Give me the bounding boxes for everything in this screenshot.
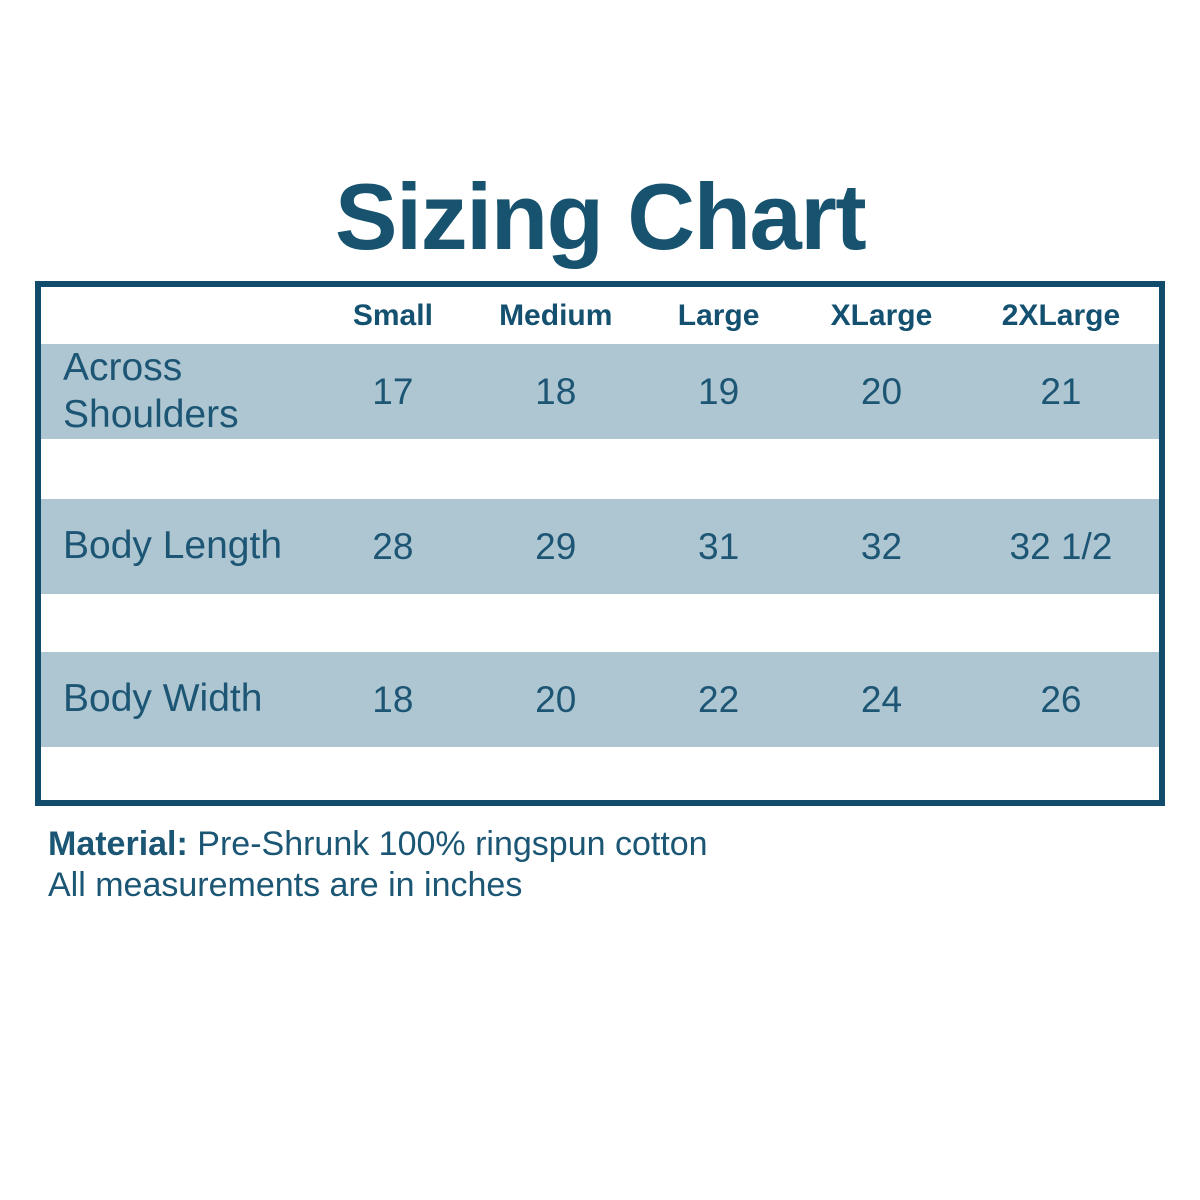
row-body-length: Body Length 28 29 31 32 32 1/2 — [38, 499, 1162, 594]
size-value: 28 — [311, 499, 475, 594]
size-value: 20 — [474, 652, 638, 747]
size-value: 26 — [962, 652, 1162, 747]
material-label: Material: — [48, 825, 188, 863]
material-line: Material: Pre-Shrunk 100% ringspun cotto… — [48, 824, 1200, 865]
spacer-row — [38, 594, 1162, 652]
spacer-row — [38, 747, 1162, 803]
measurement-label: Body Width — [38, 652, 312, 747]
measurement-label: Across Shoulders — [38, 344, 312, 439]
size-value: 18 — [311, 652, 475, 747]
size-value: 22 — [637, 652, 801, 747]
size-value: 17 — [311, 344, 475, 439]
row-body-width: Body Width 18 20 22 24 26 — [38, 652, 1162, 747]
measurements-note: All measurements are in inches — [48, 866, 523, 905]
column-header-2xlarge: 2XLarge — [962, 284, 1162, 344]
column-header-xlarge: XLarge — [800, 284, 963, 344]
size-value: 24 — [800, 652, 963, 747]
sizing-table: Small Medium Large XLarge 2XLarge Across… — [35, 281, 1165, 806]
column-header-large: Large — [637, 284, 801, 344]
size-value: 31 — [637, 499, 801, 594]
column-header-medium: Medium — [474, 284, 638, 344]
page-title: Sizing Chart — [334, 164, 867, 269]
measurement-label: Body Length — [38, 499, 312, 594]
size-value: 20 — [800, 344, 963, 439]
size-value: 18 — [474, 344, 638, 439]
size-value: 29 — [474, 499, 638, 594]
spacer-row — [38, 439, 1162, 499]
column-header-small: Small — [311, 284, 475, 344]
table-header-row: Small Medium Large XLarge 2XLarge — [38, 284, 1162, 344]
row-across-shoulders: Across Shoulders 17 18 19 20 21 — [38, 344, 1162, 439]
material-value: Pre-Shrunk 100% ringspun cotton — [197, 825, 708, 863]
size-value: 19 — [637, 344, 801, 439]
size-value: 21 — [962, 344, 1162, 439]
size-value: 32 1/2 — [962, 499, 1162, 594]
corner-cell — [38, 284, 312, 344]
footer-notes: Material: Pre-Shrunk 100% ringspun cotto… — [48, 824, 1200, 907]
size-value: 32 — [800, 499, 963, 594]
